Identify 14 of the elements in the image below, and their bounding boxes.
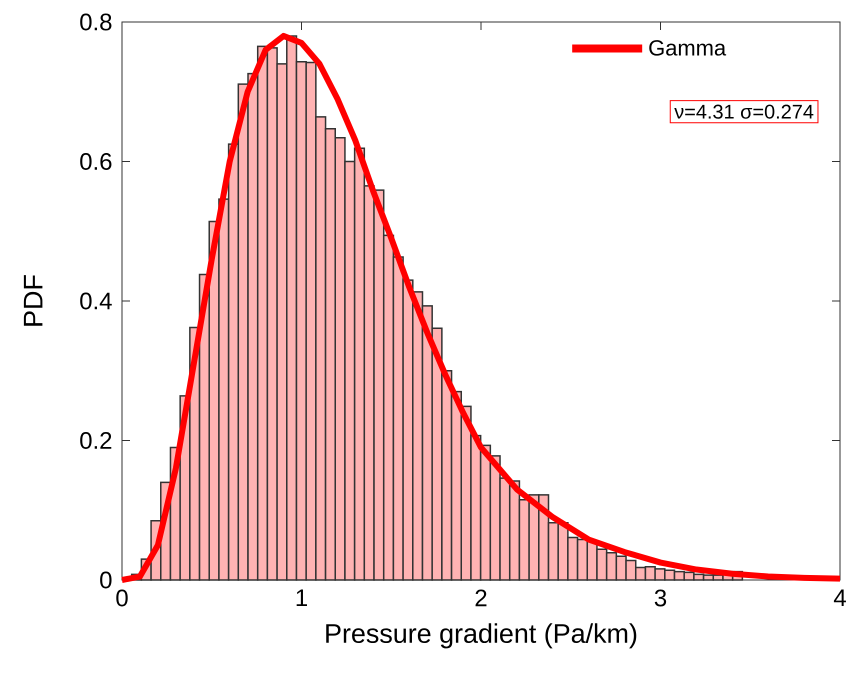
- y-tick-label: 0: [100, 572, 112, 588]
- x-tick-label: 0: [116, 590, 128, 606]
- y-tick-label: 0.8: [80, 14, 112, 30]
- legend-label: Gamma: [649, 40, 726, 56]
- x-tick-label: 2: [476, 590, 486, 606]
- y-tick-label: 0.6: [80, 153, 112, 170]
- y-axis-title: PDF: [24, 275, 42, 326]
- x-tick-label: 3: [654, 590, 666, 606]
- x-axis-title: Pressure gradient (Pa/km): [326, 623, 636, 648]
- x-tick-label: 4: [834, 590, 846, 606]
- annotation: ν=4.31 σ=0.274: [674, 104, 814, 119]
- x-tick-label: 1: [296, 590, 307, 606]
- y-tick-label: 0.2: [80, 432, 112, 449]
- y-tick-label: 0.4: [80, 292, 112, 310]
